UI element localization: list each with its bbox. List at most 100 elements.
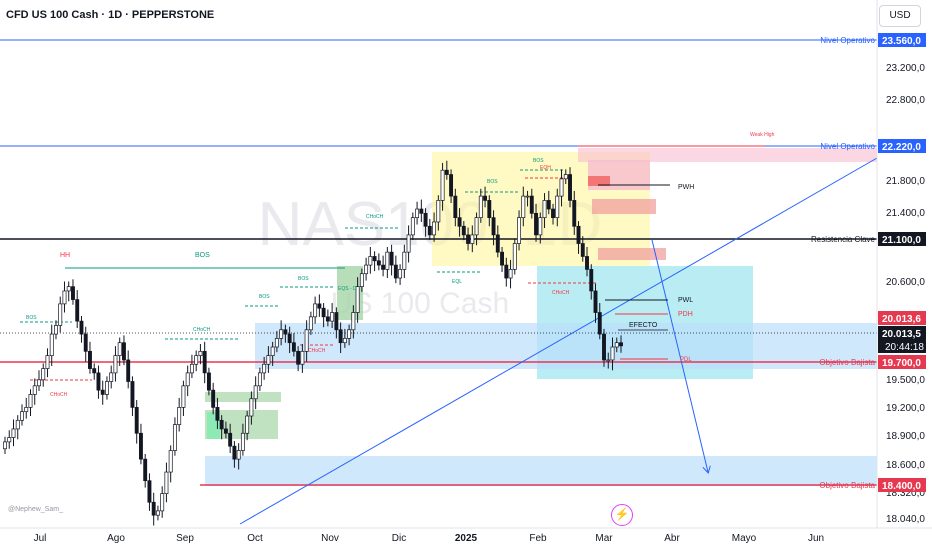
candle-body [330, 312, 335, 322]
candle-body [168, 450, 173, 473]
candle-body [45, 355, 50, 369]
candle-body [7, 437, 12, 443]
candle-body [368, 256, 373, 266]
candle-body [525, 195, 530, 198]
candle-body [347, 329, 352, 339]
x-tick-feb: Feb [529, 533, 547, 544]
candle-body [240, 432, 245, 451]
candle-body [385, 251, 390, 270]
candle-body [24, 407, 29, 413]
candle-body [313, 303, 318, 318]
candle-body [32, 385, 37, 395]
candle-body [266, 355, 271, 365]
candle-body [512, 243, 517, 270]
x-tick-nov: Nov [321, 533, 339, 544]
candle-body [619, 342, 623, 347]
price-tag-19700-bg [878, 355, 926, 369]
pdh-label: PDH [678, 311, 693, 318]
candle-body [37, 379, 41, 387]
level-name-18400: Objetivo Bajista [819, 481, 875, 490]
candle-body [461, 225, 466, 236]
y-tick-18040: 18.040,0 [886, 514, 925, 525]
price-tag-22220: 22.220,0 [882, 142, 921, 153]
candle-body [419, 208, 424, 214]
currency-button[interactable]: USD [879, 5, 921, 27]
candle-body [181, 385, 186, 408]
candle-body [223, 428, 228, 434]
candle-body [351, 312, 356, 331]
candle-body [279, 329, 284, 339]
candle-body [75, 299, 80, 322]
candle-body [189, 363, 194, 374]
candle-body [219, 419, 224, 430]
candle-body [517, 217, 521, 244]
candle-body [376, 260, 381, 266]
candle-body [130, 381, 135, 408]
x-tick-sep: Sep [176, 533, 194, 544]
y-tick-21400: 21.400,0 [886, 208, 925, 219]
candle-body [546, 200, 551, 210]
candle-body [572, 200, 577, 227]
candle-body [325, 316, 330, 322]
candle-body [20, 411, 24, 421]
candle-body [143, 458, 148, 482]
candle-body [160, 493, 165, 512]
candle-body [206, 372, 211, 391]
trend-line[interactable] [239, 157, 878, 525]
candle-body [71, 286, 75, 300]
level-name-19700: Objetivo Bajista [819, 358, 875, 367]
pdl-label: PDL [680, 357, 692, 363]
candle-body [610, 346, 615, 361]
candle-body [138, 432, 143, 460]
projection-arrow[interactable] [651, 239, 708, 472]
candle-body [164, 471, 169, 494]
bos-label-3: BOS [298, 276, 309, 282]
bos-label-4: BOS [487, 179, 498, 185]
candle-body [372, 256, 377, 262]
candle-body [113, 355, 118, 374]
candle-body [436, 200, 441, 223]
candle-body [580, 243, 585, 257]
candles-group [3, 160, 623, 526]
candle-body [262, 363, 267, 374]
candle-body [542, 200, 547, 219]
candle-body [185, 372, 190, 387]
candle-body [444, 169, 449, 175]
candle-body [58, 303, 63, 326]
hh-label: HH [60, 252, 70, 259]
y-tick-18600: 18.600,0 [886, 460, 925, 471]
candle-body [334, 312, 339, 331]
candle-body [15, 419, 20, 430]
lightning-icon[interactable]: ⚡ [611, 504, 633, 526]
bos-label-1: BOS [26, 315, 37, 321]
candle-body [521, 195, 526, 219]
candle-body [559, 178, 564, 197]
y-tick-19200: 19.200,0 [886, 403, 925, 414]
candle-body [117, 342, 122, 356]
candle-body [287, 333, 292, 344]
price-tag-current-bg [878, 311, 926, 325]
countdown-timer: 20:44:18 [885, 342, 924, 353]
level-name-22220: Nivel Operativo [820, 142, 875, 151]
candle-body [398, 269, 403, 279]
candle-body [402, 251, 407, 270]
x-tick-abr: Abr [664, 533, 680, 544]
candle-body [597, 312, 602, 335]
candle-body [589, 269, 594, 292]
demand-zone-lower [205, 456, 877, 486]
x-tick-2025: 2025 [455, 533, 478, 544]
candle-body [88, 350, 92, 369]
candle-body [555, 195, 560, 219]
candle-body [432, 221, 437, 236]
candle-body [491, 217, 496, 236]
candle-body [427, 225, 432, 236]
candle-body [122, 342, 126, 361]
candle-body [274, 338, 279, 348]
x-tick-mayo: Mayo [732, 533, 757, 544]
candle-body [364, 264, 369, 275]
candle-body [198, 350, 203, 356]
candle-body [321, 307, 326, 318]
candle-body [257, 372, 262, 387]
level-name-23560: Nivel Operativo [820, 36, 875, 45]
